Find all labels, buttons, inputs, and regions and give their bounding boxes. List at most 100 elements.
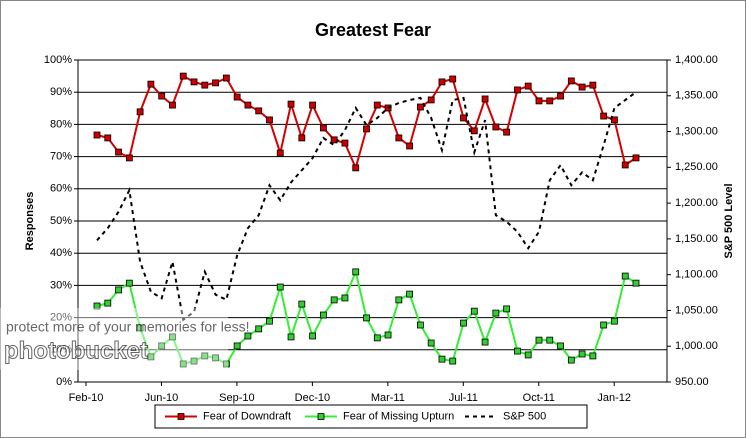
y-tick-label: 70%	[50, 151, 72, 163]
data-point	[319, 124, 327, 132]
data-point	[546, 336, 554, 344]
x-tick-label: Dec-10	[295, 392, 330, 404]
data-point	[115, 286, 122, 294]
legend-label: S&P 500	[503, 410, 546, 422]
data-point	[169, 101, 176, 109]
data-point	[557, 342, 564, 350]
data-point	[309, 332, 317, 340]
y-tick-label: 40%	[50, 247, 72, 259]
data-point	[104, 299, 112, 307]
y2-tick-label: 1,400.00	[675, 54, 718, 66]
data-point	[244, 332, 252, 340]
data-point	[266, 116, 273, 124]
data-point	[125, 154, 133, 162]
data-point	[481, 95, 489, 103]
data-point	[416, 321, 424, 329]
data-point	[330, 296, 338, 304]
data-point	[104, 134, 112, 142]
data-point	[341, 139, 349, 147]
legend-label: Fear of Downdraft	[203, 410, 291, 422]
data-point	[449, 357, 457, 365]
data-point	[546, 97, 554, 105]
y2-tick-label: 1,050.00	[675, 304, 718, 316]
y-tick-label: 10%	[50, 344, 72, 356]
data-point	[567, 356, 575, 364]
y2-tick-label: 1,300.00	[675, 125, 718, 137]
data-point	[524, 82, 532, 90]
data-point	[406, 142, 414, 150]
data-point	[373, 101, 381, 109]
data-point	[395, 134, 403, 142]
data-point	[578, 83, 586, 91]
y2-tick-label: 1,350.00	[675, 90, 718, 102]
y-tick-label: 0%	[56, 376, 72, 388]
data-point	[600, 112, 608, 120]
data-point	[514, 347, 521, 355]
data-point	[557, 92, 564, 100]
data-point	[514, 86, 521, 94]
data-point	[93, 302, 101, 310]
data-point	[125, 279, 133, 287]
data-point	[233, 93, 241, 101]
data-point	[460, 319, 467, 327]
chart-title: Greatest Fear	[315, 20, 431, 40]
data-point	[147, 353, 155, 361]
data-point	[287, 100, 295, 108]
data-point	[212, 354, 219, 362]
watermark-brand: photobucket	[4, 337, 148, 364]
y-tick-label: 30%	[50, 279, 72, 291]
x-tick-label: Feb-10	[69, 392, 104, 404]
data-point	[179, 360, 187, 368]
y2-tick-label: 1,250.00	[675, 161, 718, 173]
data-point	[147, 80, 155, 88]
data-point	[115, 148, 122, 156]
data-point	[611, 317, 618, 325]
x-tick-label: Sep-10	[219, 392, 254, 404]
data-point	[158, 92, 166, 100]
data-point	[255, 107, 263, 115]
data-point	[578, 350, 586, 358]
data-point	[352, 164, 360, 172]
data-point	[352, 268, 360, 276]
data-point	[427, 339, 435, 347]
y2-axis-title: S&P 500 Level	[723, 183, 735, 258]
x-tick-label: Oct-11	[523, 392, 555, 404]
y2-tick-label: 1,200.00	[675, 197, 718, 209]
y-tick-label: 90%	[50, 86, 72, 98]
data-point	[363, 125, 370, 133]
y-tick-label: 20%	[50, 312, 72, 324]
data-point	[621, 161, 629, 169]
data-point	[373, 334, 381, 342]
data-point	[470, 127, 478, 135]
data-point	[222, 360, 230, 368]
data-point	[201, 81, 209, 89]
data-point	[136, 324, 144, 332]
data-point	[492, 309, 500, 317]
x-tick-label: Jul-11	[449, 392, 478, 404]
y-axis-title: Responses	[24, 192, 36, 251]
data-point	[481, 338, 489, 346]
y2-tick-label: 1,150.00	[675, 233, 718, 245]
data-point	[287, 333, 295, 341]
data-point	[535, 336, 543, 344]
data-point	[341, 294, 349, 302]
data-point	[449, 75, 457, 83]
data-point	[492, 123, 500, 131]
data-point	[298, 300, 306, 308]
data-point	[395, 296, 403, 304]
legend-marker	[317, 413, 325, 420]
data-point	[190, 78, 198, 86]
data-point	[524, 351, 532, 359]
data-point	[179, 72, 187, 80]
data-point	[632, 279, 640, 287]
legend: Fear of Downdraft Fear of Missing Upturn S…	[154, 404, 588, 429]
y-tick-label: 80%	[50, 118, 72, 130]
data-point	[427, 96, 435, 104]
data-point	[169, 333, 176, 341]
data-point	[276, 283, 284, 291]
data-point	[212, 79, 219, 87]
y2-tick-label: 1,100.00	[675, 269, 718, 281]
y2-tick-label: 1,000.00	[675, 340, 718, 352]
data-point	[276, 149, 284, 157]
